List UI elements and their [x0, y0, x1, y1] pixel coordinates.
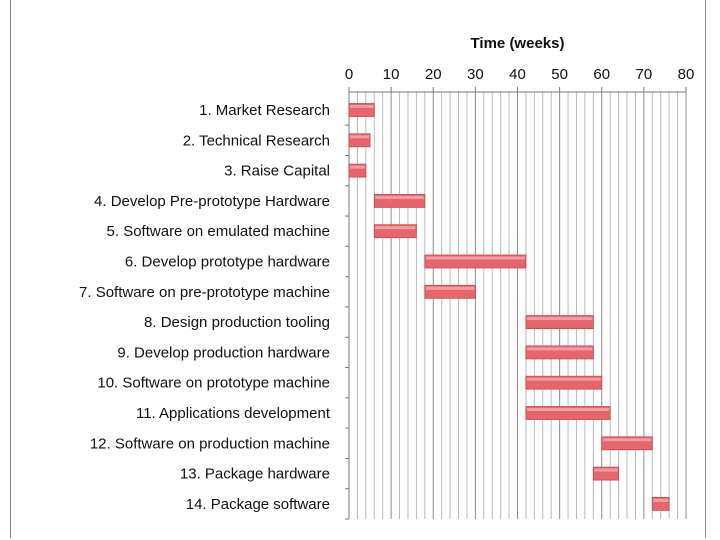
task-bars: [348, 103, 670, 511]
task-label: 5. Software on emulated machine: [107, 223, 330, 240]
task-bar-highlight: [350, 165, 365, 169]
x-tick-label: 60: [593, 66, 610, 83]
task-label: 2. Technical Research: [183, 132, 330, 149]
task-bar-highlight: [526, 377, 601, 381]
task-labels: 1. Market Research 2. Technical Research 3…: [79, 102, 331, 513]
task-bar-highlight: [526, 347, 593, 351]
x-tick-label: 20: [425, 66, 442, 83]
task-bar-highlight: [526, 317, 593, 321]
task-label: 11. Applications development: [136, 405, 331, 422]
task-label: 3. Raise Capital: [224, 163, 330, 180]
task-label: 8. Design production tooling: [144, 314, 330, 331]
task-bar-highlight: [653, 498, 669, 502]
task-label: 14. Package software: [186, 496, 330, 513]
task-label: 13. Package hardware: [180, 466, 330, 483]
task-label: 6. Develop prototype hardware: [125, 254, 330, 271]
task-label: 4. Develop Pre-prototype Hardware: [94, 193, 330, 210]
task-bar-highlight: [350, 135, 370, 139]
task-label: 12. Software on production machine: [90, 435, 330, 452]
task-label: 10. Software on prototype machine: [97, 375, 330, 392]
task-bar-highlight: [425, 286, 475, 290]
task-label: 7. Software on pre-prototype machine: [79, 284, 330, 301]
slide-frame: [10, 0, 706, 538]
x-tick-label: 50: [551, 66, 568, 83]
grid-lines: [345, 91, 687, 520]
x-tick-label: 70: [636, 66, 653, 83]
task-bar-highlight: [602, 438, 652, 442]
x-axis-title: Time (weeks): [471, 35, 565, 52]
task-bar-highlight: [425, 256, 525, 260]
task-bar-highlight: [375, 195, 424, 199]
task-label: 1. Market Research: [199, 102, 330, 119]
task-label: 9. Develop production hardware: [117, 344, 330, 361]
x-tick-label: 0: [345, 66, 353, 83]
x-tick-labels: 0 10 20 30 40 50 60 70 80: [345, 66, 695, 92]
x-tick-label: 40: [509, 66, 526, 83]
task-bar-highlight: [526, 408, 610, 411]
task-bar-highlight: [594, 468, 618, 472]
task-bar-highlight: [350, 105, 374, 108]
task-bar-highlight: [375, 226, 416, 230]
x-tick-label: 30: [467, 66, 484, 83]
x-tick-label: 10: [383, 66, 400, 83]
x-tick-label: 80: [678, 66, 695, 83]
